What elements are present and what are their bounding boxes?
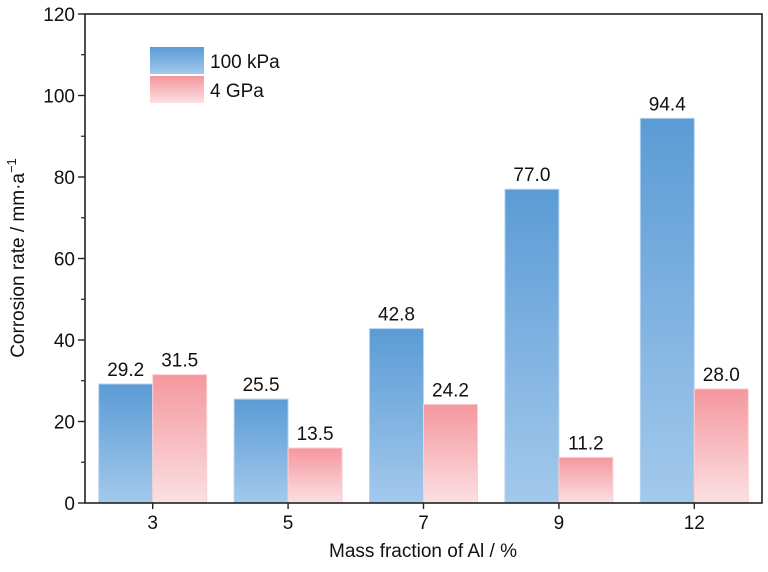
- y-tick-label: 40: [54, 331, 75, 352]
- y-axis: 0 20 40 60 80 100 120: [43, 5, 85, 515]
- x-tick-label: 7: [418, 513, 429, 534]
- y-tick-label: 80: [54, 168, 75, 189]
- legend-swatch-1: [150, 76, 204, 103]
- bars: [98, 117, 749, 504]
- x-axis-label: Mass fraction of Al / %: [329, 541, 517, 562]
- x-tick-label: 3: [147, 513, 158, 534]
- bar-4gpa-5: [287, 447, 343, 504]
- data-label: 42.8: [378, 305, 415, 326]
- data-label: 24.2: [432, 380, 469, 401]
- x-axis: 3 5 7 9 12: [147, 503, 705, 534]
- data-label: 11.2: [568, 433, 604, 454]
- data-labels: 29.2 31.5 25.5 13.5 42.8 24.2 77.0 11.2 94.4 28.0: [107, 94, 740, 454]
- legend: 100 kPa 4 GPa: [150, 47, 280, 103]
- bar-4gpa-7: [423, 403, 478, 504]
- data-label: 28.0: [703, 365, 740, 386]
- bar-4gpa-9: [558, 456, 614, 504]
- legend-label: 4 GPa: [210, 81, 264, 102]
- x-tick-label: 5: [283, 513, 294, 534]
- x-tick-label: 9: [554, 513, 565, 534]
- data-label: 13.5: [297, 424, 334, 445]
- y-tick-label: 60: [54, 250, 75, 271]
- data-label: 25.5: [243, 375, 280, 396]
- y-axis-label-sup: −1: [4, 158, 19, 173]
- y-tick-label: 100: [43, 87, 75, 108]
- y-tick-label: 20: [54, 413, 75, 434]
- x-tick-label: 12: [684, 513, 705, 534]
- y-axis-label-base: Corrosion rate / mm·a: [8, 173, 29, 358]
- bar-100kpa-9: [504, 188, 560, 504]
- y-tick-label: 0: [64, 494, 75, 515]
- bar-100kpa-5: [233, 398, 289, 504]
- bar-4gpa-3: [152, 374, 208, 504]
- y-axis-label: Corrosion rate / mm·a−1: [4, 158, 29, 358]
- bar-100kpa-7: [369, 328, 424, 504]
- legend-swatch-0: [150, 47, 204, 74]
- legend-label: 100 kPa: [210, 52, 280, 73]
- data-label: 31.5: [161, 351, 198, 372]
- data-label: 94.4: [649, 94, 686, 115]
- data-label: 77.0: [513, 165, 550, 186]
- bar-4gpa-12: [693, 388, 749, 504]
- y-tick-label: 120: [43, 5, 75, 26]
- data-label: 29.2: [107, 360, 144, 381]
- bar-100kpa-12: [639, 117, 695, 504]
- bar-100kpa-3: [98, 383, 154, 504]
